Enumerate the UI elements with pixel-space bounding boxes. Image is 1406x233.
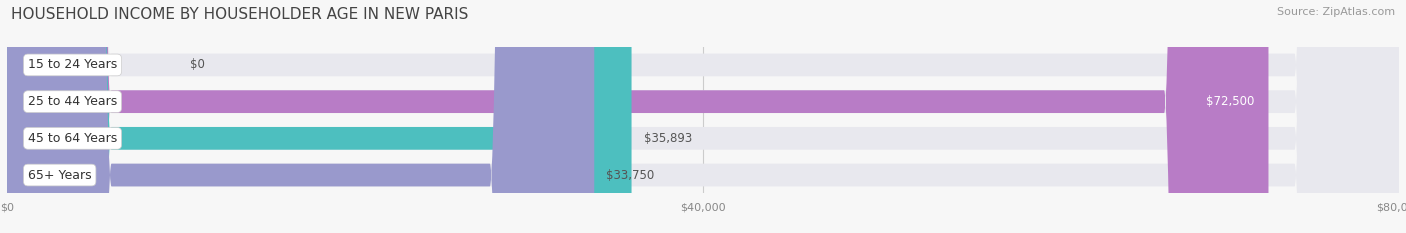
FancyBboxPatch shape xyxy=(7,0,1399,233)
Text: 45 to 64 Years: 45 to 64 Years xyxy=(28,132,117,145)
Text: $0: $0 xyxy=(190,58,205,72)
Text: 15 to 24 Years: 15 to 24 Years xyxy=(28,58,117,72)
FancyBboxPatch shape xyxy=(7,0,1399,233)
Text: 25 to 44 Years: 25 to 44 Years xyxy=(28,95,117,108)
Text: HOUSEHOLD INCOME BY HOUSEHOLDER AGE IN NEW PARIS: HOUSEHOLD INCOME BY HOUSEHOLDER AGE IN N… xyxy=(11,7,468,22)
FancyBboxPatch shape xyxy=(7,0,631,233)
Text: Source: ZipAtlas.com: Source: ZipAtlas.com xyxy=(1277,7,1395,17)
Text: 65+ Years: 65+ Years xyxy=(28,168,91,182)
Text: $72,500: $72,500 xyxy=(1206,95,1254,108)
Text: $35,893: $35,893 xyxy=(644,132,692,145)
Text: $33,750: $33,750 xyxy=(606,168,655,182)
FancyBboxPatch shape xyxy=(7,0,595,233)
FancyBboxPatch shape xyxy=(7,0,1399,233)
FancyBboxPatch shape xyxy=(7,0,1268,233)
FancyBboxPatch shape xyxy=(7,0,1399,233)
